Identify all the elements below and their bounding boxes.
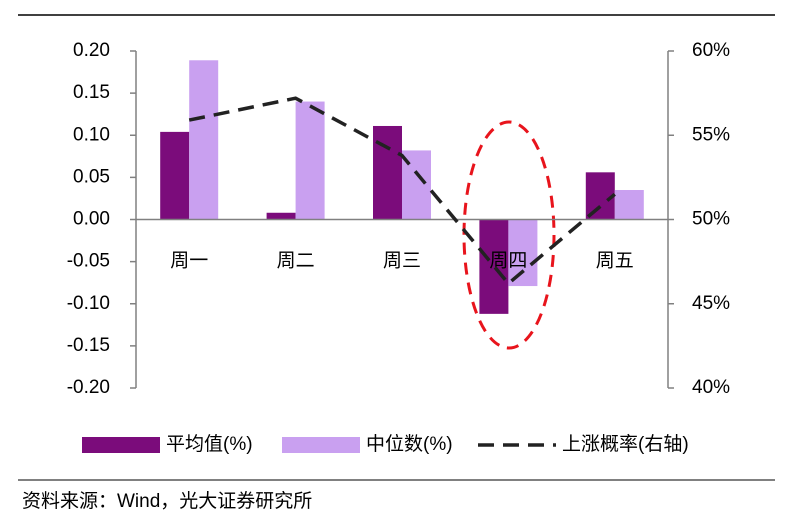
- x-tick-label: 周二: [277, 251, 315, 272]
- y-tick-label: 0.20: [73, 40, 110, 61]
- legend-swatch: [282, 437, 360, 453]
- source-note: 资料来源：Wind，光大证券研究所: [22, 490, 312, 512]
- legend-label: 上涨概率(右轴): [562, 433, 689, 455]
- y-tick-label: 0.00: [73, 209, 110, 230]
- y-tick-label: -0.20: [67, 377, 110, 398]
- legend-label: 中位数(%): [366, 433, 453, 455]
- bar: [160, 131, 190, 220]
- legend-swatch: [82, 437, 160, 453]
- x-tick-label: 周五: [596, 251, 634, 272]
- x-tick-label: 周三: [383, 251, 421, 272]
- y-tick-label: 0.15: [73, 82, 110, 103]
- y-tick-label: 0.10: [73, 124, 110, 145]
- y2-tick-label: 45%: [692, 293, 730, 314]
- bar: [614, 190, 644, 220]
- bar: [585, 172, 615, 220]
- y-tick-label: -0.05: [67, 251, 110, 272]
- x-tick-label: 周一: [170, 251, 208, 272]
- line-series: [188, 96, 616, 287]
- y2-tick-label: 50%: [692, 209, 730, 230]
- y-tick-label: -0.10: [67, 293, 110, 314]
- y2-tick-label: 40%: [692, 377, 730, 398]
- y2-tick-label: 55%: [692, 124, 730, 145]
- y2-tick-label: 60%: [692, 40, 730, 61]
- y-tick-label: -0.15: [67, 335, 110, 356]
- highlight-ellipse: [462, 120, 556, 350]
- y-tick-label: 0.05: [73, 166, 110, 187]
- bar: [266, 212, 296, 220]
- legend-label: 平均值(%): [166, 433, 253, 455]
- bar: [373, 125, 402, 220]
- bar: [508, 219, 538, 287]
- x-tick-label: 周四: [489, 251, 527, 272]
- bar: [479, 219, 509, 314]
- bar: [295, 101, 325, 220]
- bar: [189, 60, 219, 220]
